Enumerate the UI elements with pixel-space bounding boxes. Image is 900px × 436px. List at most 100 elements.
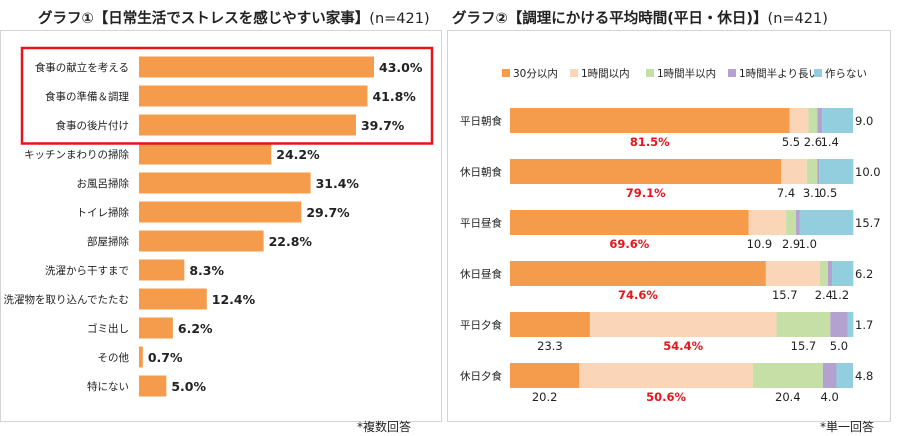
chart1-value-label: 41.8%: [372, 89, 416, 104]
chart1-value-label: 12.4%: [212, 292, 256, 307]
chart2-bar-segment: [510, 210, 749, 235]
chart1-value-label: 39.7%: [361, 118, 405, 133]
chart1-value-label: 0.7%: [148, 350, 183, 365]
chart2-bar-segment: [822, 363, 837, 388]
chart2-value-label: 15.7: [791, 339, 817, 353]
chart2-value-label: 10.0: [855, 165, 881, 179]
chart2-value-label: 10.9: [747, 237, 773, 251]
chart2-value-label: 9.0: [855, 114, 873, 128]
chart2-bar-segment: [830, 312, 848, 337]
chart2-panel: 30分以内 1時間以内 1時間半以内 1時間半より長い 作らない 平日朝食 81.5% 5.5…: [447, 30, 891, 422]
chart2-bar-segment: [752, 363, 823, 388]
chart1-bar: [139, 143, 272, 165]
chart2-bar-segment: [817, 108, 823, 133]
chart2-value-label: 1.2: [831, 288, 849, 302]
chart1-value-label: 24.2%: [276, 147, 320, 162]
chart2-value-label: 54.4%: [663, 339, 703, 353]
chart2-bar-segment: [817, 159, 820, 184]
chart2-title: グラフ②【調理にかける平均時間(平日・休日)】(n=421): [452, 7, 828, 28]
chart1-value-label: 31.4%: [316, 176, 360, 191]
chart2-bar-segment: [819, 261, 828, 286]
chart2-legend-swatch: [728, 69, 736, 77]
chart2-value-label: 6.2: [855, 267, 873, 281]
chart2-bar-segment: [776, 312, 831, 337]
chart2-category-label: 休日夕食: [460, 370, 502, 383]
chart2-bar-segment: [579, 363, 753, 388]
chart2-bar-segment: [799, 210, 854, 235]
chart2-legend-label: 1時間半より長い: [739, 67, 819, 80]
chart2-bar-segment: [765, 261, 820, 286]
chart1-category-label: キッチンまわりの掃除: [24, 148, 129, 161]
chart1-category-label: 洗濯から干すまで: [45, 265, 129, 277]
chart2-value-label: 1.7: [855, 318, 873, 332]
chart2-bar-segment: [827, 261, 833, 286]
chart1-bar: [139, 375, 167, 397]
chart1-bar: [139, 346, 143, 368]
chart2-value-label: 2.6: [804, 135, 822, 149]
chart2-value-label: 69.6%: [609, 237, 649, 251]
chart2-n-label: (n=421): [767, 11, 828, 27]
chart2-bar-segment: [832, 261, 854, 286]
chart2-value-label: 23.3: [537, 339, 563, 353]
chart1-value-label: 8.3%: [189, 263, 224, 278]
chart1-n-label: (n=421): [369, 11, 430, 27]
chart1-category-label: その他: [98, 351, 130, 364]
chart2-bar-segment: [510, 261, 766, 286]
chart2-bar-segment: [510, 159, 782, 184]
chart1-note: *複数回答: [357, 420, 412, 434]
chart2-category-label: 平日昼食: [460, 217, 502, 230]
chart2-bar-segment: [786, 210, 797, 235]
chart2-bar-segment: [510, 108, 790, 133]
chart1-bar: [139, 114, 356, 136]
chart1-value-label: 6.2%: [178, 321, 213, 336]
chart2-legend-swatch: [570, 69, 578, 77]
chart1-panel: 食事の献立を考える 43.0% 食事の準備＆調理 41.8% 食事の後片付け 39.7% キ…: [0, 30, 442, 422]
chart2-legend-label: 1時間以内: [581, 67, 630, 80]
chart2-legend-label: 1時間半以内: [657, 67, 716, 80]
chart2-value-label: 7.4: [777, 186, 795, 200]
chart2-value-label: 3.1: [803, 186, 821, 200]
chart1-bar: [139, 259, 185, 281]
chart1-value-label: 43.0%: [379, 60, 423, 75]
chart1-title-text: グラフ①【日常生活でストレスを感じやすい家事】: [38, 11, 370, 27]
chart2-bar-segment: [808, 108, 818, 133]
chart1-bar: [139, 172, 311, 194]
chart2-bar-segment: [822, 108, 853, 133]
chart1-bar: [139, 201, 302, 223]
chart1-highlight-frame: [20, 46, 434, 145]
chart2-value-label: 5.5: [782, 135, 800, 149]
chart2-category-label: 休日朝食: [460, 166, 502, 179]
chart1-bar: [139, 288, 207, 310]
chart1-value-label: 29.7%: [306, 205, 350, 220]
chart2-legend-swatch: [502, 69, 510, 77]
chart2-legend-label: 30分以内: [513, 67, 558, 80]
chart2-value-label: 74.6%: [618, 288, 658, 302]
chart2-value-label: 20.4: [775, 390, 801, 404]
chart2-value-label: 15.7: [772, 288, 798, 302]
chart2-legend-swatch: [814, 69, 822, 77]
chart2-value-label: 79.1%: [626, 186, 666, 200]
chart1-value-label: 5.0%: [171, 379, 206, 394]
chart2-bar-segment: [819, 159, 854, 184]
chart2-bar-segment: [510, 363, 580, 388]
chart2-value-label: 5.0: [830, 339, 848, 353]
chart1-category-label: 洗濯物を取り込んでたたむ: [4, 293, 129, 306]
chart2-category-label: 平日夕食: [460, 319, 502, 332]
chart2-bar-segment: [781, 159, 807, 184]
chart1-category-label: ゴミ出し: [87, 322, 129, 335]
chart1-title: グラフ①【日常生活でストレスを感じやすい家事】(n=421): [38, 7, 430, 28]
chart2-bar-segment: [836, 363, 853, 388]
chart2-category-label: 平日朝食: [460, 115, 502, 128]
chart1-category-label: 食事の準備＆調理: [45, 90, 129, 103]
chart1-category-label: 食事の献立を考える: [35, 61, 129, 74]
chart2-bar-segment: [510, 312, 590, 337]
chart1-bar: [139, 56, 374, 78]
chart2-legend-label: 作らない: [825, 68, 867, 80]
chart1-category-label: 特にない: [87, 381, 129, 393]
chart2-value-label: 0.5: [819, 186, 837, 200]
chart2-value-label: 1.4: [821, 135, 839, 149]
chart1-bar: [139, 317, 173, 339]
chart2-category-label: 休日昼食: [460, 268, 502, 281]
chart2-value-label: 4.8: [855, 369, 873, 383]
chart2-value-label: 15.7: [855, 216, 881, 230]
